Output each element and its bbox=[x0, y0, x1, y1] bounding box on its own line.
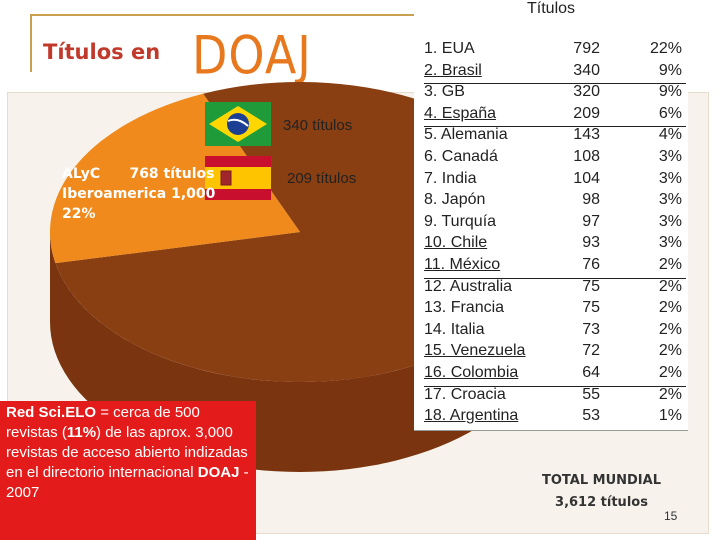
table-row: 3. GB 320 9% bbox=[424, 83, 686, 105]
total-label: TOTAL MUNDIAL 3,612 títulos bbox=[542, 470, 661, 514]
title-count: 75 bbox=[582, 277, 600, 295]
title-count: 340 bbox=[573, 61, 600, 79]
country-name: 16. Colombia bbox=[424, 364, 519, 381]
title-percent: 2% bbox=[658, 342, 682, 360]
title-count: 53 bbox=[582, 407, 600, 425]
table-row: 14. Italia 73 2% bbox=[424, 321, 686, 343]
table-row: 1. EUA 792 22% bbox=[424, 40, 686, 62]
table-row: 11. México 76 2% bbox=[424, 256, 686, 279]
title-count: 97 bbox=[582, 212, 600, 230]
table-row: 10. Chile 93 3% bbox=[424, 234, 686, 256]
country-name: 7. India bbox=[424, 169, 477, 187]
title-percent: 2% bbox=[658, 277, 682, 295]
title-percent: 3% bbox=[658, 212, 682, 230]
title-percent: 22% bbox=[649, 40, 682, 57]
note-part-3: = cerca de 500 revistas ( bbox=[6, 404, 200, 441]
note-part-5: ) de las aprox. 3,000 revistas de acceso… bbox=[6, 424, 248, 481]
note-part-2: Sci.ELO bbox=[38, 404, 97, 421]
country-name: 11. México bbox=[424, 256, 501, 273]
title-count: 792 bbox=[573, 40, 600, 57]
title-percent: 2% bbox=[658, 385, 682, 403]
note-part-6: DOAJ bbox=[197, 464, 240, 481]
table-row: 6. Canadá 108 3% bbox=[424, 148, 686, 170]
title-count: 104 bbox=[573, 169, 600, 187]
note-part-7: - 2007 bbox=[6, 464, 249, 501]
title-percent: 3% bbox=[658, 169, 682, 187]
note-part-4: 11% bbox=[66, 424, 97, 441]
country-name: 2. Brasil bbox=[424, 61, 482, 79]
country-name: 17. Croacia bbox=[424, 385, 506, 403]
page-title: Títulos en bbox=[43, 40, 161, 64]
title-percent: 9% bbox=[658, 61, 682, 79]
country-name: 3. GB bbox=[424, 83, 465, 101]
iberoamerica-pct: 22% bbox=[62, 206, 96, 222]
country-name: 5. Alemania bbox=[424, 126, 508, 144]
title-count: 75 bbox=[582, 299, 600, 317]
alyc-line: ALyC 768 títulos bbox=[62, 166, 215, 182]
country-name: 12. Australia bbox=[424, 277, 513, 295]
table-row: 15. Venezuela 72 2% bbox=[424, 342, 686, 364]
table-row: 13. Francia 75 2% bbox=[424, 299, 686, 321]
title-count: 72 bbox=[582, 342, 600, 360]
title-percent: 2% bbox=[658, 320, 682, 338]
table-row: 16. Colombia 64 2% bbox=[424, 364, 686, 387]
title-percent: 6% bbox=[658, 104, 682, 122]
country-name: 4. España bbox=[424, 104, 497, 122]
country-name: 18. Argentina bbox=[424, 407, 519, 425]
total-count: 3,612 títulos bbox=[555, 495, 648, 510]
title-count: 93 bbox=[582, 234, 600, 252]
table-row: 12. Australia 75 2% bbox=[424, 278, 686, 300]
doaj-logo: DOAJ bbox=[192, 24, 312, 87]
title-percent: 3% bbox=[658, 191, 682, 209]
title-percent: 3% bbox=[658, 234, 682, 252]
brazil-count-label: 340 títulos bbox=[283, 117, 353, 134]
title-count: 209 bbox=[573, 104, 600, 122]
brazil-flag-icon bbox=[205, 102, 271, 146]
table-row: 8. Japón 98 3% bbox=[424, 191, 686, 213]
country-name: 10. Chile bbox=[424, 234, 488, 252]
title-count: 320 bbox=[573, 83, 600, 101]
scielo-note: Red Sci.ELO = cerca de 500 revistas (11%… bbox=[0, 401, 256, 540]
table-row: 5. Alemania 143 4% bbox=[424, 126, 686, 148]
table-row: 9. Turquía 97 3% bbox=[424, 213, 686, 235]
title-count: 76 bbox=[582, 256, 600, 273]
title-count: 108 bbox=[573, 148, 600, 165]
title-percent: 2% bbox=[658, 364, 682, 381]
title-percent: 9% bbox=[658, 83, 682, 101]
country-name: 15. Venezuela bbox=[424, 342, 526, 360]
country-table bbox=[414, 0, 688, 431]
title-percent: 3% bbox=[658, 148, 682, 165]
spain-count-label: 209 títulos bbox=[287, 170, 357, 187]
page-number: 15 bbox=[664, 509, 678, 523]
pie-slice-iberoamerica bbox=[50, 93, 301, 264]
country-name: 13. Francia bbox=[424, 299, 505, 317]
country-name: 9. Turquía bbox=[424, 212, 497, 230]
table-row: 7. India 104 3% bbox=[424, 170, 686, 192]
country-name: 14. Italia bbox=[424, 320, 485, 338]
title-percent: 2% bbox=[658, 299, 682, 317]
note-part-1: Red bbox=[6, 404, 39, 421]
table-row: 18. Argentina 53 1% bbox=[424, 407, 686, 429]
title-bar-frame bbox=[30, 14, 432, 72]
country-name: 8. Japón bbox=[424, 191, 486, 209]
title-percent: 4% bbox=[658, 126, 682, 144]
country-name: 6. Canadá bbox=[424, 148, 498, 165]
title-count: 98 bbox=[582, 191, 600, 209]
total-title: TOTAL MUNDIAL bbox=[542, 473, 661, 488]
spain-flag-icon bbox=[205, 156, 271, 200]
country-name: 1. EUA bbox=[424, 40, 475, 57]
table-row: 2. Brasil 340 9% bbox=[424, 62, 686, 85]
title-percent: 2% bbox=[658, 256, 682, 273]
table-row: 4. España 209 6% bbox=[424, 105, 686, 128]
alyc-annotation: ALyC 768 títulos Iberoamerica 1,000 22% bbox=[62, 164, 215, 224]
title-count: 64 bbox=[582, 364, 600, 381]
title-count: 73 bbox=[582, 320, 600, 338]
iberoamerica-line: Iberoamerica 1,000 bbox=[62, 186, 216, 202]
table-row: 17. Croacia 55 2% bbox=[424, 386, 686, 408]
title-count: 55 bbox=[582, 385, 600, 403]
table-header: Títulos bbox=[527, 0, 576, 17]
title-percent: 1% bbox=[658, 407, 682, 425]
title-count: 143 bbox=[573, 126, 600, 144]
